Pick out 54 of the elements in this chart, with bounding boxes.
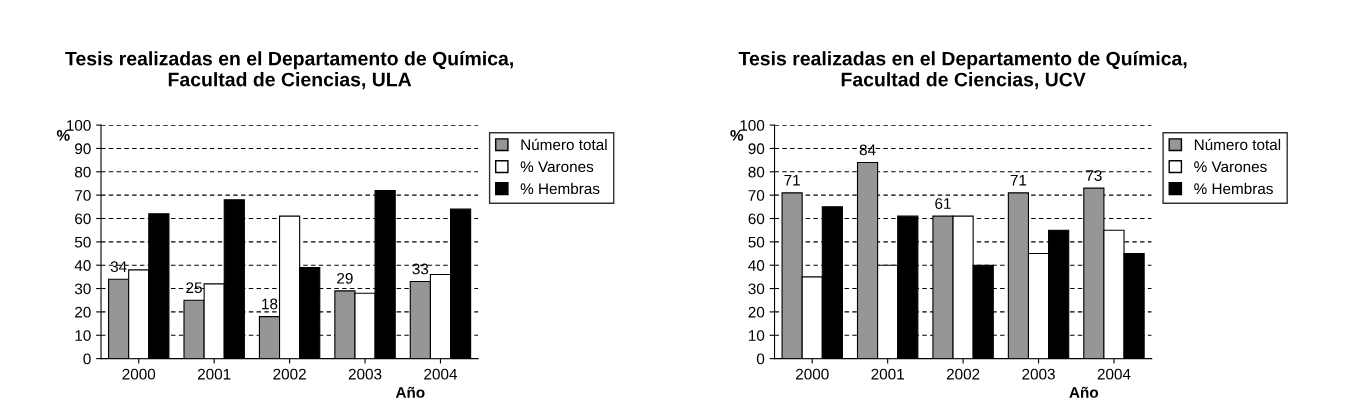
legend-label: % Varones xyxy=(1194,161,1267,173)
x-tick-label: 2004 xyxy=(1097,368,1131,380)
y-axis-title: % xyxy=(56,129,70,141)
y-tick-label: 80 xyxy=(74,166,91,178)
data-label: 61 xyxy=(935,198,951,209)
data-label: 71 xyxy=(1010,174,1027,186)
data-label: 73 xyxy=(1086,170,1102,181)
x-tick-label: 2003 xyxy=(348,368,382,380)
data-label: 34 xyxy=(110,261,127,273)
chart-title: Tesis realizadas en el Departamento de Química, Facultad de Ciencias, ULA xyxy=(65,51,513,90)
y-tick-label: 50 xyxy=(748,236,765,248)
legend-label: Número total xyxy=(521,138,607,151)
data-label: 18 xyxy=(262,298,278,310)
y-tick-label: 40 xyxy=(74,260,91,271)
y-tick-label: 10 xyxy=(748,330,765,341)
data-label: 71 xyxy=(784,174,800,186)
y-tick-label: 0 xyxy=(83,353,91,365)
chart-title: Tesis realizadas en el Departamento de Química, Facultad de Ciencias, UCV xyxy=(738,51,1187,90)
y-tick-label: 20 xyxy=(75,306,91,318)
y-tick-label: 100 xyxy=(66,119,91,131)
y-tick-label: 40 xyxy=(748,260,765,271)
x-tick-label: 2003 xyxy=(1022,368,1055,380)
legend-label: % Varones xyxy=(520,161,594,173)
y-tick-label: 80 xyxy=(748,166,765,178)
y-axis-title: % xyxy=(730,129,744,141)
data-label: 84 xyxy=(859,144,876,156)
x-axis-title: Año xyxy=(395,386,425,398)
data-label: 33 xyxy=(412,263,429,275)
x-tick-label: 2001 xyxy=(871,368,904,380)
y-tick-label: 30 xyxy=(748,283,765,295)
x-tick-label: 2002 xyxy=(946,368,980,380)
x-tick-label: 2002 xyxy=(273,368,306,380)
y-tick-label: 10 xyxy=(75,330,91,341)
y-tick-label: 70 xyxy=(748,190,765,201)
y-tick-label: 90 xyxy=(748,143,765,155)
legend-label: % Hembras xyxy=(1194,182,1273,195)
y-tick-label: 60 xyxy=(748,213,765,225)
legend-label: Número total xyxy=(1194,138,1281,151)
y-tick-label: 100 xyxy=(740,119,765,131)
x-tick-label: 2004 xyxy=(424,368,458,380)
y-tick-label: 0 xyxy=(756,353,765,365)
y-tick-label: 90 xyxy=(75,143,91,155)
x-tick-label: 2001 xyxy=(197,368,231,380)
x-axis-title: Año xyxy=(1069,386,1099,398)
y-tick-label: 70 xyxy=(75,190,91,201)
y-tick-label: 60 xyxy=(75,213,91,225)
y-tick-label: 30 xyxy=(74,283,91,295)
data-label: 25 xyxy=(186,282,202,294)
legend-label: % Hembras xyxy=(520,182,600,195)
y-tick-label: 50 xyxy=(74,236,91,248)
data-label: 29 xyxy=(337,272,353,284)
y-tick-label: 20 xyxy=(748,306,765,318)
x-tick-label: 2000 xyxy=(122,368,156,380)
x-tick-label: 2000 xyxy=(796,368,829,380)
